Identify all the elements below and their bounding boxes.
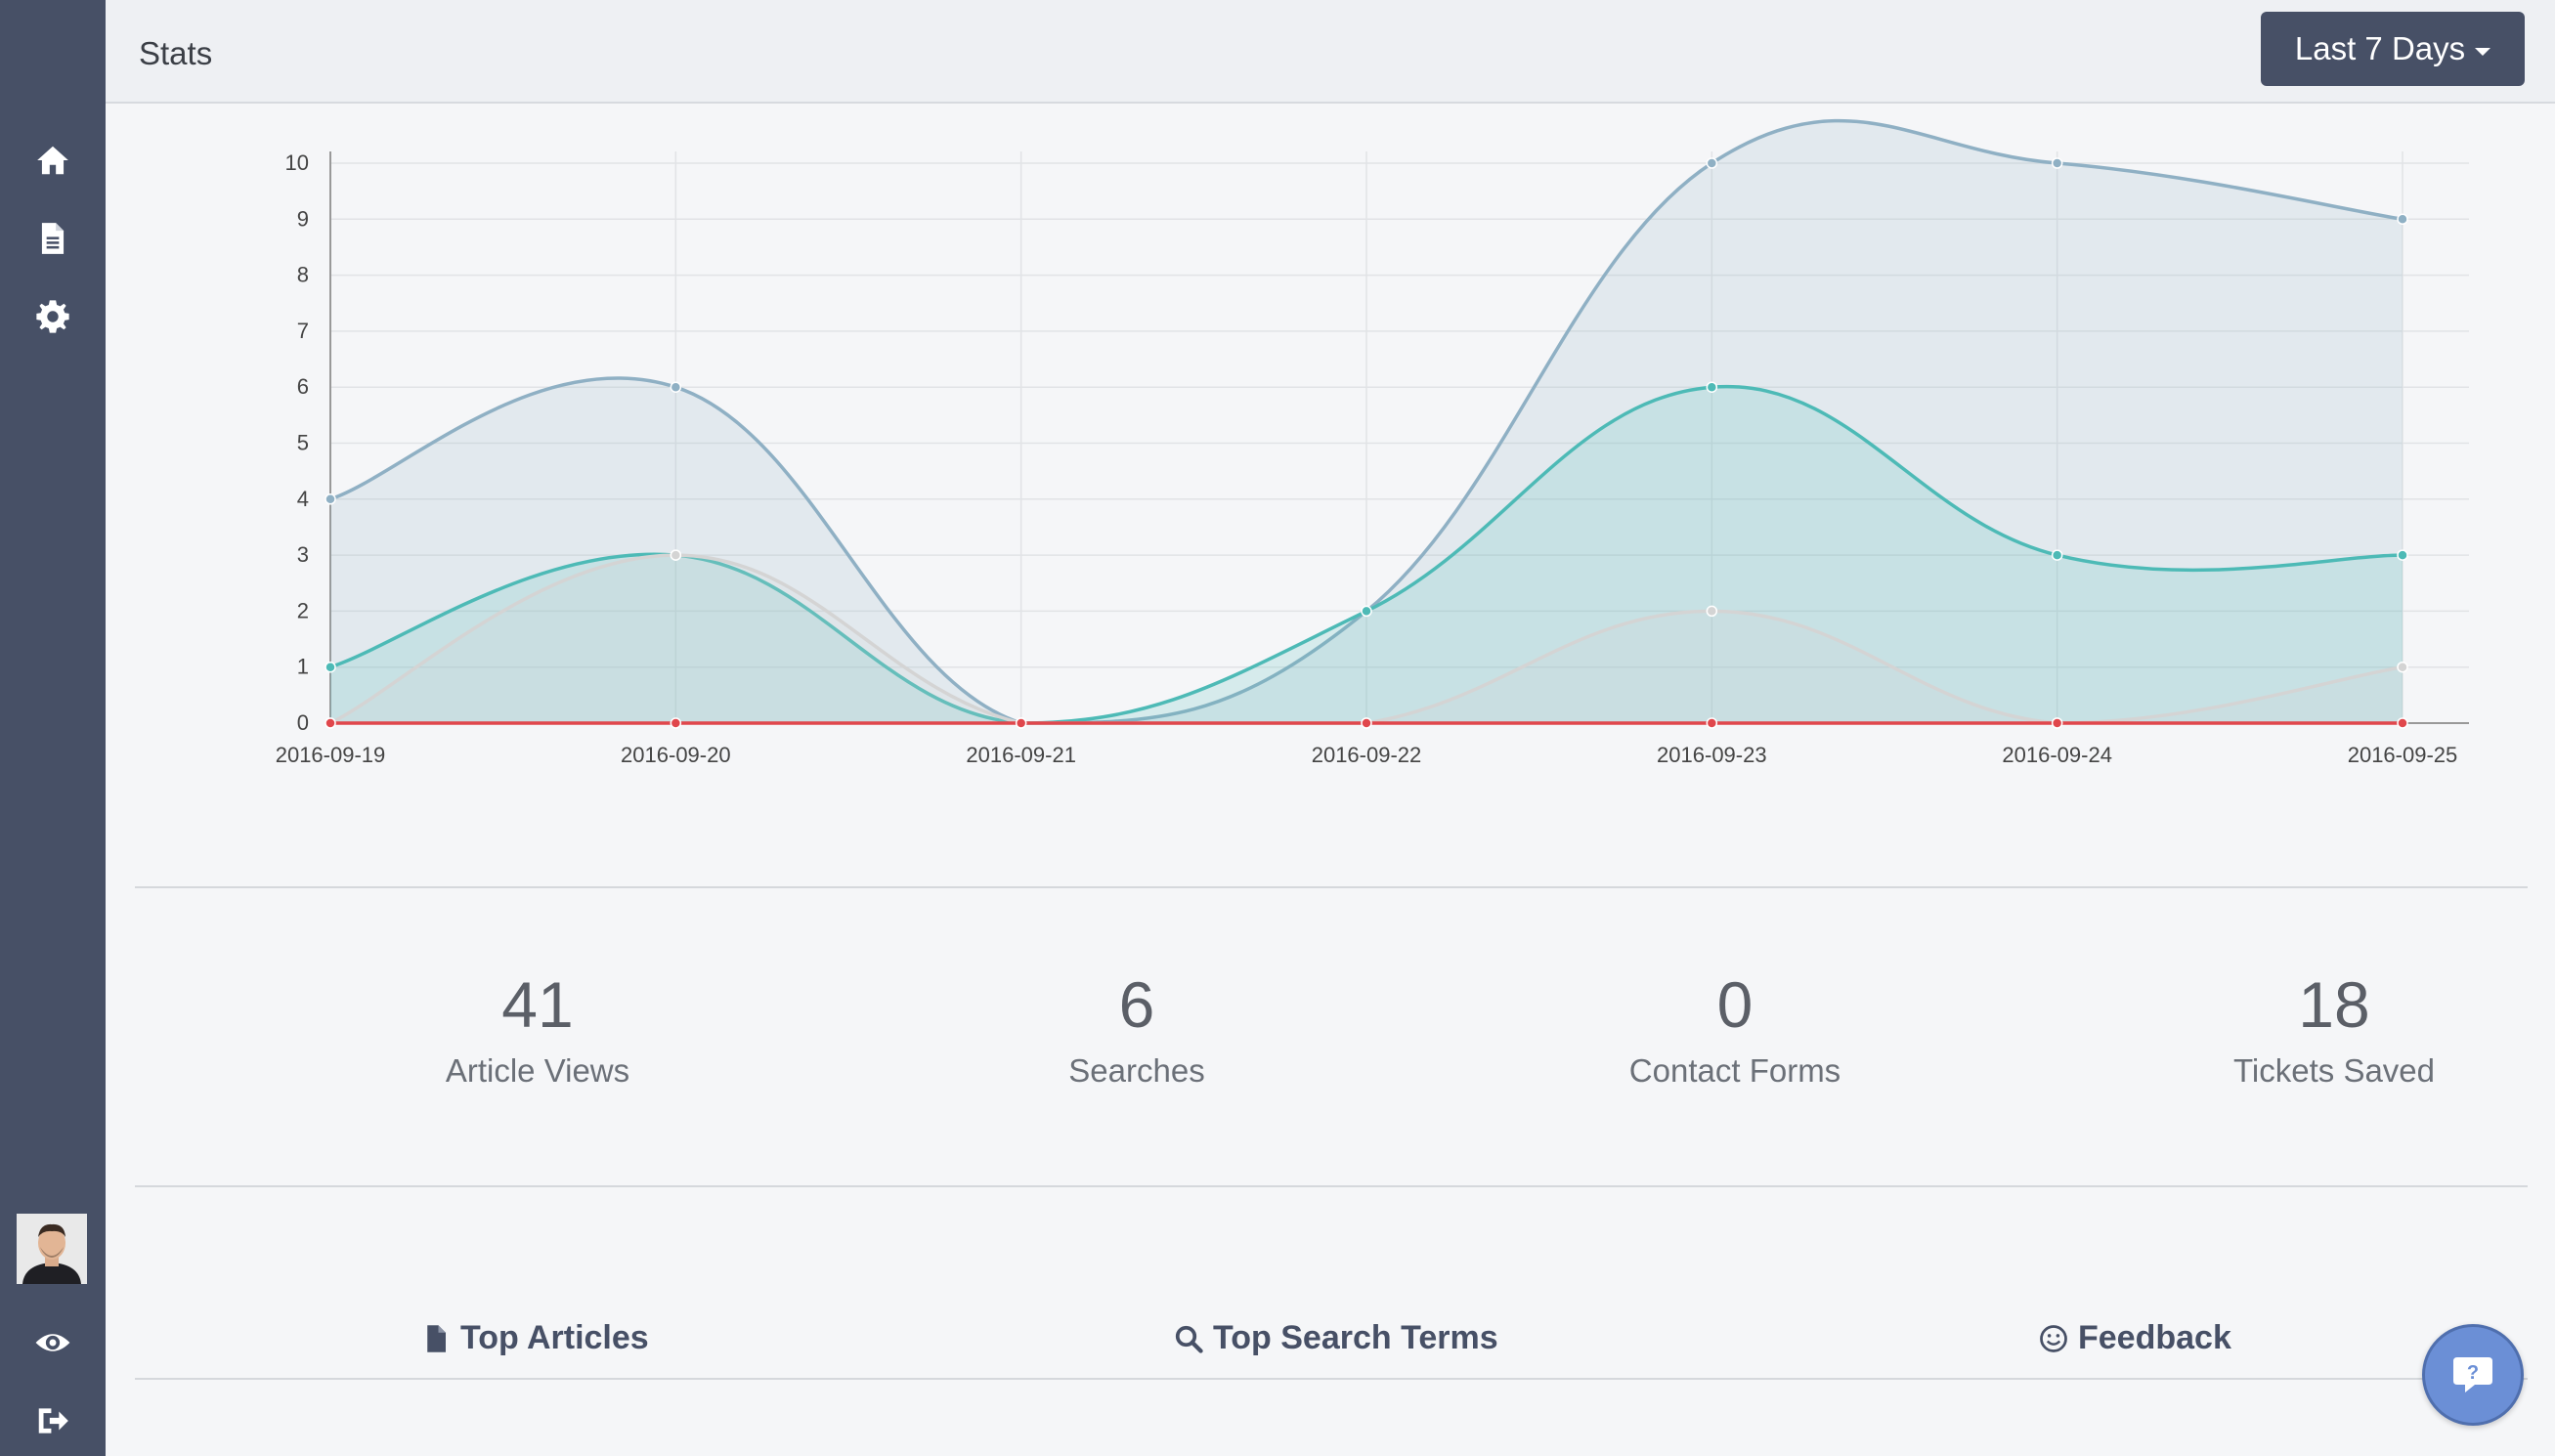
series-point-0 — [2397, 213, 2408, 226]
series-area-2 — [330, 555, 2403, 723]
series-point-3 — [2051, 717, 2063, 729]
series-area-1 — [330, 386, 2403, 723]
y-tick-label: 3 — [297, 542, 309, 567]
series-point-3 — [325, 717, 336, 729]
y-tick-label: 8 — [297, 263, 309, 287]
smile-icon — [2040, 1324, 2067, 1352]
x-tick-label: 2016-09-22 — [1312, 743, 1422, 767]
stat-value: 0 — [1716, 968, 1754, 1041]
stat-label: Contact Forms — [1628, 1052, 1841, 1089]
stat-value: 6 — [1118, 968, 1155, 1041]
series-point-1 — [2051, 549, 2063, 561]
file-icon — [427, 1324, 446, 1352]
series-point-0 — [1706, 157, 1718, 169]
x-tick-label: 2016-09-20 — [621, 743, 731, 767]
series-point-0 — [670, 381, 682, 393]
tab-label: Top Articles — [460, 1319, 649, 1356]
series-point-0 — [325, 493, 336, 505]
divider — [135, 886, 2528, 888]
tab-feedback[interactable]: Feedback — [2039, 1319, 2231, 1357]
stat-value: 18 — [2298, 968, 2370, 1041]
top-bar: Stats Last 7 Days — [106, 0, 2555, 104]
series-point-2 — [670, 549, 682, 561]
y-tick-label: 1 — [297, 655, 309, 679]
stat-contact-forms: 0 Contact Forms — [1539, 972, 1930, 1090]
sign-out-icon[interactable] — [29, 1397, 76, 1444]
y-tick-label: 0 — [297, 710, 309, 735]
x-tick-label: 2016-09-25 — [2348, 743, 2458, 767]
series-point-0 — [2051, 157, 2063, 169]
series-point-1 — [1361, 605, 1372, 618]
x-tick-label: 2016-09-23 — [1657, 743, 1767, 767]
y-tick-label: 6 — [297, 374, 309, 399]
tab-top-search-terms[interactable]: Top Search Terms — [1174, 1319, 1498, 1357]
stat-value: 41 — [501, 968, 574, 1041]
x-tick-label: 2016-09-21 — [966, 743, 1076, 767]
y-tick-label: 2 — [297, 598, 309, 622]
search-icon — [1175, 1325, 1203, 1353]
gear-icon[interactable] — [29, 293, 76, 340]
series-point-3 — [1361, 717, 1372, 729]
date-range-dropdown[interactable]: Last 7 Days — [2261, 12, 2525, 86]
tab-top-articles[interactable]: Top Articles — [421, 1319, 649, 1357]
stat-article-views: 41 Article Views — [342, 972, 733, 1090]
series-point-2 — [1706, 605, 1718, 618]
series-area-0 — [330, 120, 2403, 723]
eye-icon[interactable] — [29, 1319, 76, 1366]
series-point-3 — [1015, 717, 1027, 729]
x-tick-label: 2016-09-24 — [2002, 743, 2112, 767]
document-icon[interactable] — [29, 215, 76, 262]
series-point-3 — [2397, 717, 2408, 729]
date-range-label: Last 7 Days — [2294, 30, 2466, 66]
stat-tickets-saved: 18 Tickets Saved — [2139, 972, 2530, 1090]
series-point-1 — [1706, 381, 1718, 393]
series-point-1 — [2397, 549, 2408, 561]
stats-chart: 0 1 2 3 4 5 6 7 8 9 10 2016-09-19 2016-09-20 2016-09-… — [276, 118, 2469, 767]
x-tick-label: 2016-09-19 — [276, 743, 386, 767]
stat-label: Article Views — [445, 1052, 630, 1089]
y-tick-label: 7 — [297, 319, 309, 343]
help-bubble-icon: ? — [2453, 1357, 2492, 1392]
avatar[interactable] — [17, 1214, 87, 1284]
series-point-3 — [670, 717, 682, 729]
help-chat-button[interactable]: ? — [2422, 1324, 2524, 1426]
series-point-1 — [325, 661, 336, 673]
svg-text:?: ? — [2467, 1362, 2479, 1384]
divider — [135, 1378, 2528, 1380]
sidebar — [0, 0, 106, 1456]
stat-label: Tickets Saved — [2232, 1052, 2436, 1089]
y-tick-label: 4 — [297, 487, 309, 511]
y-tick-label: 10 — [285, 150, 309, 175]
stat-searches: 6 Searches — [941, 972, 1332, 1090]
stat-label: Searches — [1068, 1052, 1205, 1089]
home-icon[interactable] — [29, 137, 76, 184]
caret-down-icon — [2475, 48, 2491, 56]
divider — [135, 1185, 2528, 1187]
tab-label: Top Search Terms — [1213, 1319, 1498, 1356]
tab-label: Feedback — [2078, 1319, 2231, 1356]
series-point-3 — [1706, 717, 1718, 729]
page-title: Stats — [139, 35, 213, 71]
y-tick-label: 9 — [297, 206, 309, 231]
series-point-2 — [2397, 661, 2408, 673]
main-content: Stats Last 7 Days 0 1 2 3 4 5 6 7 8 9 10 2016-09-19… — [106, 0, 2555, 1456]
y-tick-label: 5 — [297, 431, 309, 455]
